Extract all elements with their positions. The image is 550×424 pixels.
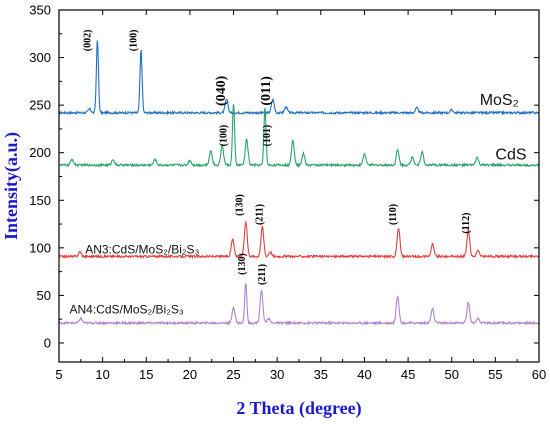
y-tick-label: 300: [29, 50, 51, 65]
x-tick-label: 5: [55, 367, 62, 382]
axis-layer: 5 10 15 20 25 30 35 40 45 50 55 60 0 50 100 150 200 250 30…: [29, 3, 546, 383]
peak-label: (101): [262, 125, 273, 147]
x-axis-title: 2 Theta (degree): [236, 398, 361, 419]
x-tick-label: 50: [444, 367, 458, 382]
series-line-2: [58, 219, 540, 260]
x-tick-label: 40: [357, 367, 371, 382]
x-tick-label: 45: [401, 367, 415, 382]
peak-label: (110): [388, 204, 399, 225]
peak-label: (002): [82, 30, 93, 52]
peak-label: (100): [219, 125, 230, 147]
y-tick-label: 100: [29, 240, 51, 255]
y-tick-label: 50: [37, 288, 51, 303]
peak-label: (130): [234, 194, 245, 216]
series-label: MoS₂: [480, 92, 519, 109]
peak-label: (211): [257, 264, 268, 285]
x-tick-label: 60: [532, 367, 546, 382]
series-layer: [58, 40, 540, 326]
series-line-0: [58, 40, 540, 116]
x-tick-label: 55: [488, 367, 502, 382]
peak-label: (130): [237, 253, 248, 275]
y-tick-label: 250: [29, 98, 51, 113]
x-tick-label: 35: [314, 367, 328, 382]
peak-label: (011): [259, 76, 274, 106]
y-tick-label: 150: [29, 193, 51, 208]
x-tick-label: 25: [226, 367, 240, 382]
y-axis-title: Intensity(a.u.): [1, 132, 22, 240]
peak-label: (112): [461, 213, 472, 234]
y-tick-label: 350: [29, 3, 51, 18]
peak-label: (100): [129, 30, 140, 52]
x-tick-label: 30: [270, 367, 284, 382]
label-layer: (002) (100) (040) (011) (100) (101) (130) (211)…: [70, 30, 527, 317]
series-line-3: [58, 283, 540, 326]
peak-label: (040): [214, 75, 229, 106]
series-label: CdS: [495, 146, 526, 163]
x-tick-label: 10: [95, 367, 109, 382]
x-tick-label: 15: [139, 367, 153, 382]
y-tick-label: 0: [44, 335, 51, 350]
series-line-1: [58, 104, 540, 169]
x-tick-label: 20: [183, 367, 197, 382]
series-label: AN4:CdS/MoS₂/Bi₂S₃: [70, 303, 184, 317]
y-tick-label: 200: [29, 145, 51, 160]
peak-label: (211): [254, 204, 265, 225]
series-label: AN3:CdS/MoS₂/Bi₂S₃: [85, 243, 199, 257]
